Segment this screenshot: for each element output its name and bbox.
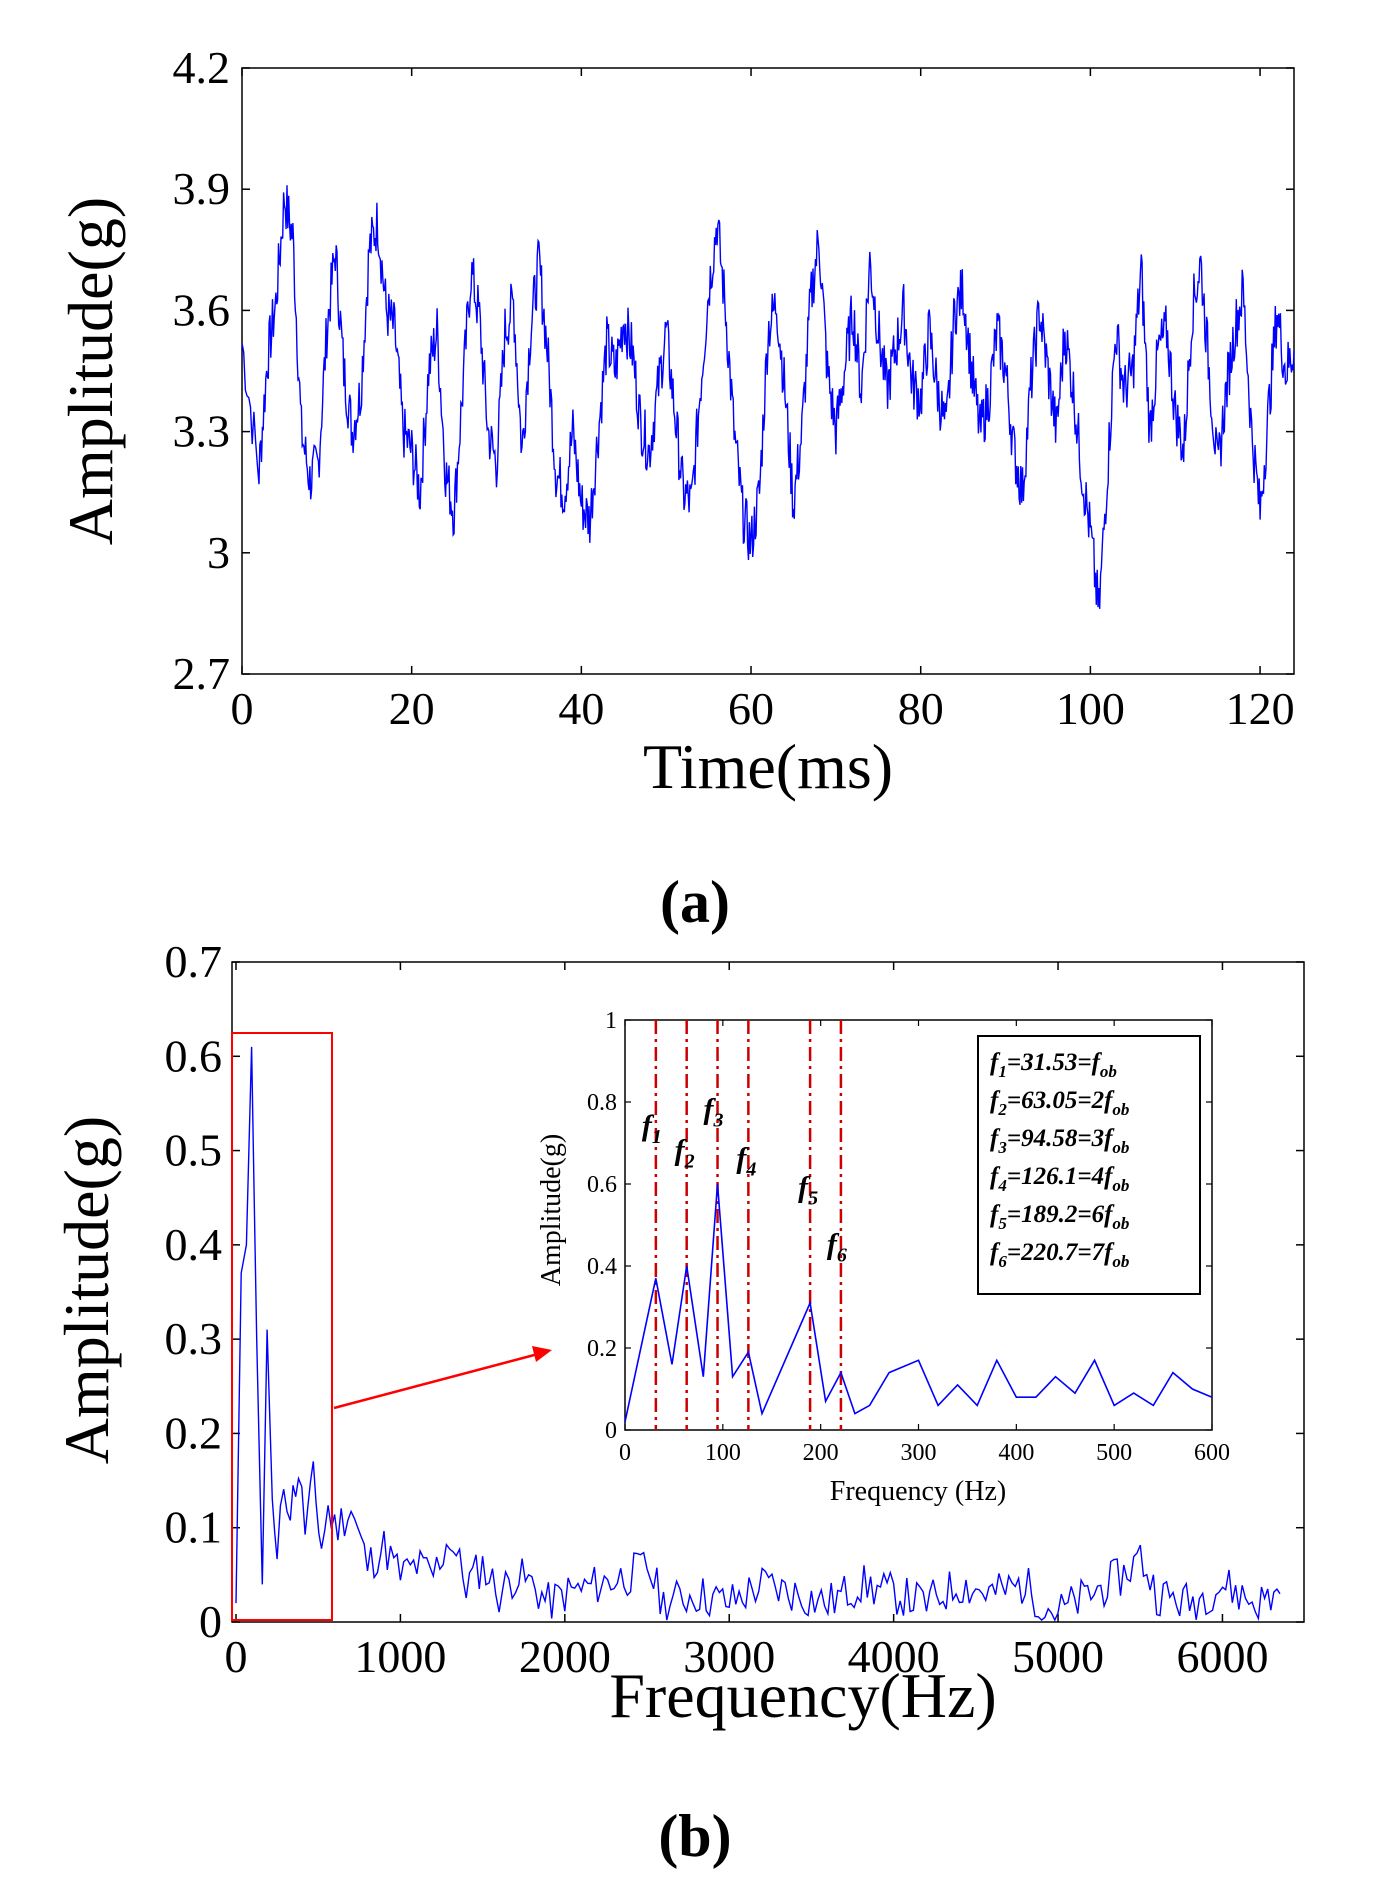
panel-a-plot-frame bbox=[241, 67, 1295, 675]
panel-b-x-tick-label: 3000 bbox=[683, 1631, 775, 1682]
panel-b-x-tick-label: 1000 bbox=[354, 1631, 446, 1682]
inset-y-tick-label: 0.2 bbox=[587, 1336, 617, 1362]
inset-legend-entry: f1=31.53=fob bbox=[990, 1049, 1117, 1081]
panel-b-x-tick-label: 6000 bbox=[1176, 1631, 1268, 1682]
inset-y-tick-label: 1 bbox=[605, 1008, 617, 1034]
panel-a-y-tick-label: 2.7 bbox=[173, 648, 231, 699]
panel-b-y-tick-label: 0.1 bbox=[165, 1502, 223, 1553]
panel-b-x-axis-title: Frequency(Hz) bbox=[609, 1660, 996, 1731]
inset-series bbox=[624, 1183, 1213, 1422]
panel-b-series bbox=[235, 1046, 1281, 1622]
inset-spectrum-line bbox=[624, 1183, 1213, 1422]
panel-a-x-axis: 0 20 40 60 80 100 120 bbox=[231, 68, 1295, 734]
panel-b-spectrum-line bbox=[235, 1046, 1281, 1622]
panel-a-x-tick-label: 80 bbox=[898, 683, 944, 734]
inset-legend-entry: f2=63.05=2fob bbox=[990, 1087, 1129, 1119]
panel-a-x-tick-label: 60 bbox=[728, 683, 774, 734]
inset-legend-entry: f6=220.7=7fob bbox=[990, 1239, 1129, 1271]
inset-x-axis-title: Frequency (Hz) bbox=[830, 1476, 1006, 1507]
panel-b-y-axis: 0 0.1 0.2 0.3 0.4 0.5 0.6 0.7 bbox=[165, 936, 1304, 1647]
panel-a-label: (a) bbox=[660, 869, 730, 935]
panel-b-x-tick-label: 2000 bbox=[519, 1631, 611, 1682]
inset-x-tick-label: 100 bbox=[705, 1440, 741, 1466]
panel-a-signal-line bbox=[241, 185, 1295, 609]
panel-b-y-tick-label: 0.6 bbox=[165, 1030, 223, 1081]
panel-a-series bbox=[241, 185, 1295, 609]
panel-a-x-axis-title: Time(ms) bbox=[643, 731, 893, 802]
inset-x-axis: 0 100 200 300 400 500 600 bbox=[619, 1020, 1230, 1466]
inset-legend-entry: f3=94.58=3fob bbox=[990, 1125, 1129, 1157]
inset-y-axis-title: Amplitude(g) bbox=[536, 1134, 567, 1286]
panel-b-x-tick-label: 4000 bbox=[848, 1631, 940, 1682]
panel-a-x-tick-label: 20 bbox=[389, 683, 435, 734]
panel-b-y-tick-label: 0.5 bbox=[165, 1125, 223, 1176]
panel-a-y-tick-label: 4.2 bbox=[173, 42, 231, 93]
inset-x-tick-label: 500 bbox=[1096, 1440, 1132, 1466]
inset-y-tick-label: 0.4 bbox=[587, 1254, 617, 1280]
inset-y-axis: 0 0.2 0.4 0.6 0.8 1 bbox=[587, 1008, 1212, 1444]
zoom-box bbox=[231, 1032, 333, 1621]
inset-legend-entry: f5=189.2=6fob bbox=[990, 1201, 1129, 1233]
panel-a-y-tick-label: 3.3 bbox=[173, 406, 231, 457]
inset-y-tick-label: 0.8 bbox=[587, 1090, 617, 1116]
zoom-arrow bbox=[333, 1346, 552, 1410]
inset-legend-entry: f4=126.1=4fob bbox=[990, 1163, 1129, 1195]
panel-a-y-axis: 2.7 3 3.3 3.6 3.9 4.2 bbox=[173, 42, 1294, 699]
inset-x-tick-label: 0 bbox=[619, 1440, 631, 1466]
panel-a-time-signal: 2.7 3 3.3 3.6 3.9 4.2 0 20 40 60 80 100 120 Time(ms… bbox=[55, 42, 1295, 935]
panel-b-label: (b) bbox=[658, 1803, 731, 1869]
panel-b-y-tick-label: 0.3 bbox=[165, 1313, 223, 1364]
inset-x-tick-label: 300 bbox=[901, 1440, 937, 1466]
inset-legend-box bbox=[977, 1035, 1201, 1295]
panel-b-y-tick-label: 0.4 bbox=[165, 1219, 223, 1270]
panel-b-x-tick-label: 5000 bbox=[1012, 1631, 1104, 1682]
panel-b-y-tick-label: 0 bbox=[199, 1596, 222, 1647]
inset-x-tick-label: 400 bbox=[998, 1440, 1034, 1466]
panel-b-spectrum: 00.10.20.30.40.50.60.7 0 1000 2000 3000 4000… bbox=[51, 936, 1305, 1869]
inset-zoom-plot: 00.20.40.60.81 0 100 200 300 400 500 600 f1 f2f… bbox=[536, 1008, 1230, 1507]
panel-b-x-axis: 0 1000 2000 3000 4000 5000 6000 bbox=[225, 962, 1268, 1682]
panel-b-y-tick-label: 0.7 bbox=[165, 936, 223, 987]
panel-a-y-tick-label: 3.6 bbox=[173, 284, 231, 335]
panel-b-y-axis-title: Amplitude(g) bbox=[51, 1116, 122, 1464]
panel-a-y-tick-label: 3.9 bbox=[173, 163, 231, 214]
inset-x-tick-label: 600 bbox=[1194, 1440, 1230, 1466]
inset-y-tick-label: 0 bbox=[605, 1418, 617, 1444]
panel-b-x-tick-label: 0 bbox=[225, 1631, 248, 1682]
panel-a-x-tick-label: 0 bbox=[231, 683, 254, 734]
panel-a-x-tick-label: 100 bbox=[1056, 683, 1125, 734]
panel-a-y-axis-title: Amplitude(g) bbox=[55, 197, 126, 545]
panel-a-x-tick-label: 40 bbox=[558, 683, 604, 734]
panel-b-y-tick-label: 0.2 bbox=[165, 1407, 223, 1458]
inset-y-tick-label: 0.6 bbox=[587, 1172, 617, 1198]
inset-legend: f1=31.53=fob f2=63.05=2fob f3=94.58=3fob f4… bbox=[977, 1035, 1201, 1295]
panel-a-y-tick-label: 3 bbox=[207, 527, 230, 578]
inset-x-tick-label: 200 bbox=[803, 1440, 839, 1466]
panel-a-x-tick-label: 120 bbox=[1226, 683, 1295, 734]
